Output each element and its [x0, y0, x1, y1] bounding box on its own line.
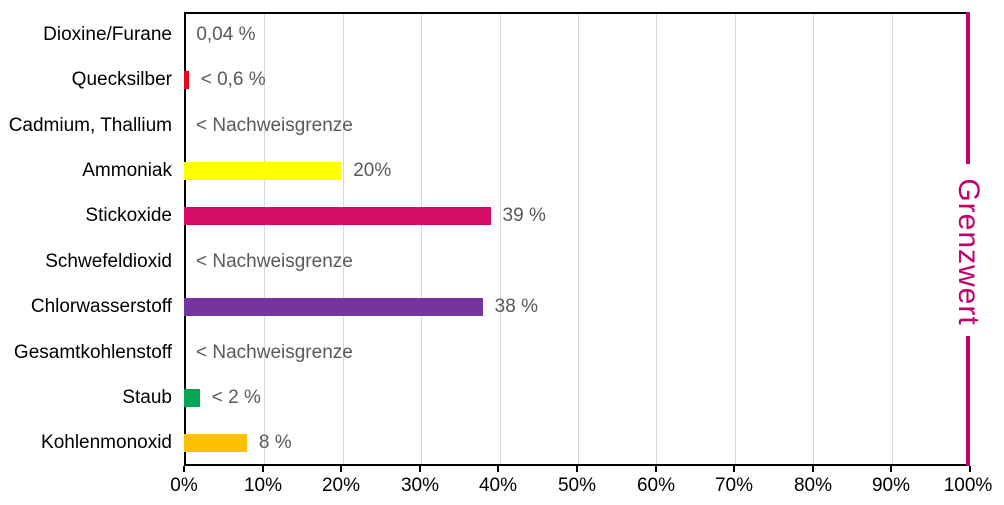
axis-tick-100	[969, 466, 971, 472]
axis-tick-20	[340, 466, 342, 472]
axis-label-10: 10%	[243, 475, 283, 496]
category-label: Kohlenmonoxid	[41, 432, 172, 454]
row-staub: Staub < 2 %	[0, 375, 1004, 420]
category-label: Schwefeldioxid	[45, 250, 172, 272]
gridline-10	[264, 14, 266, 464]
value-label: < Nachweisgrenze	[196, 341, 353, 363]
value-label: < 2 %	[211, 386, 261, 408]
category-label: Chlorwasserstoff	[30, 296, 172, 318]
plot-area	[184, 12, 970, 466]
axis-label-90: 90%	[871, 475, 911, 496]
gridline-70	[734, 14, 736, 464]
bar	[184, 71, 189, 90]
axis-tick-60	[655, 466, 657, 472]
axis-tick-90	[890, 466, 892, 472]
axis-label-40: 40%	[478, 475, 518, 496]
category-label: Staub	[122, 386, 172, 408]
axis-tick-80	[812, 466, 814, 472]
limit-line-segment-bottom	[966, 336, 970, 466]
gridline-50	[578, 14, 579, 464]
bar-rows: Dioxine/Furane 0,04 % Quecksilber < 0,6 …	[0, 12, 1004, 466]
gridline-40	[499, 14, 501, 464]
axis-label-20: 20%	[321, 475, 361, 496]
category-label: Stickoxide	[85, 205, 172, 227]
bar	[184, 388, 200, 407]
value-label: 8 %	[258, 432, 292, 454]
axis-tick-30	[419, 466, 421, 472]
value-label: 0,04 %	[196, 23, 256, 45]
axis-label-60: 60%	[636, 475, 676, 496]
row-gesamtkohlenstoff: Gesamtkohlenstoff < Nachweisgrenze	[0, 330, 1004, 375]
category-label: Gesamtkohlenstoff	[13, 341, 172, 363]
category-label: Quecksilber	[71, 69, 172, 91]
axis-label-70: 70%	[714, 475, 754, 496]
value-label: 38 %	[494, 296, 538, 318]
row-quecksilber: Quecksilber < 0,6 %	[0, 57, 1004, 102]
bar	[184, 434, 247, 453]
axis-tick-40	[497, 466, 499, 472]
limit-line-segment-top	[966, 12, 970, 164]
axis-tick-0	[183, 466, 185, 472]
value-label: < Nachweisgrenze	[196, 250, 353, 272]
gridline-30	[421, 14, 423, 464]
axis-label-80: 80%	[793, 475, 833, 496]
gridline-20	[342, 14, 344, 464]
axis-tick-70	[733, 466, 735, 472]
axis-tick-10	[262, 466, 264, 472]
value-label: < Nachweisgrenze	[196, 114, 353, 136]
axis-label-0: 0%	[170, 475, 198, 496]
value-label: < 0,6 %	[200, 69, 266, 91]
row-schwefeldioxid: Schwefeldioxid < Nachweisgrenze	[0, 239, 1004, 284]
gridline-90	[891, 14, 893, 464]
row-chlorwasserstoff: Chlorwasserstoff 38 %	[0, 284, 1004, 329]
axis-tick-50	[576, 466, 578, 472]
row-ammoniak: Ammoniak 20%	[0, 148, 1004, 193]
bar	[184, 207, 491, 226]
value-label: 39 %	[502, 205, 546, 227]
category-label: Cadmium, Thallium	[8, 114, 172, 136]
value-label: 20%	[353, 159, 392, 181]
row-cadmium-thallium: Cadmium, Thallium < Nachweisgrenze	[0, 103, 1004, 148]
limit-line-label: Grenzwert	[952, 178, 985, 326]
gridline-80	[813, 14, 815, 464]
row-kohlenmonoxid: Kohlenmonoxid 8 %	[0, 421, 1004, 466]
bar	[184, 161, 342, 180]
category-label: Ammoniak	[82, 159, 172, 181]
axis-label-100: 100%	[943, 475, 993, 496]
axis-label-30: 30%	[400, 475, 440, 496]
gridline-60	[656, 14, 658, 464]
axis-label-50: 50%	[557, 475, 597, 496]
row-dioxine-furane: Dioxine/Furane 0,04 %	[0, 12, 1004, 57]
bar	[184, 298, 483, 317]
row-stickoxide: Stickoxide 39 %	[0, 194, 1004, 239]
category-label: Dioxine/Furane	[43, 23, 172, 45]
